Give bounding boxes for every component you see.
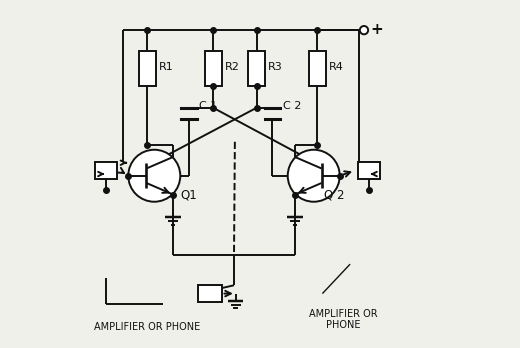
Bar: [205, 51, 222, 86]
Text: R4: R4: [329, 62, 344, 72]
Circle shape: [288, 150, 340, 202]
Bar: [95, 162, 116, 179]
Bar: [198, 285, 222, 302]
Text: R3: R3: [268, 62, 283, 72]
Text: C 2: C 2: [282, 101, 301, 111]
Text: Q 2: Q 2: [324, 188, 345, 201]
Text: Q1: Q1: [180, 188, 197, 201]
Bar: [139, 51, 155, 86]
Circle shape: [360, 26, 368, 34]
Text: AMPLIFIER OR
PHONE: AMPLIFIER OR PHONE: [308, 309, 377, 330]
Text: C 1: C 1: [199, 101, 217, 111]
Text: R2: R2: [225, 62, 240, 72]
Text: +: +: [370, 22, 383, 37]
Bar: [309, 51, 326, 86]
Bar: [358, 162, 380, 179]
Circle shape: [128, 150, 180, 202]
Bar: [248, 51, 265, 86]
Text: R1: R1: [159, 62, 174, 72]
Text: AMPLIFIER OR PHONE: AMPLIFIER OR PHONE: [94, 322, 200, 332]
